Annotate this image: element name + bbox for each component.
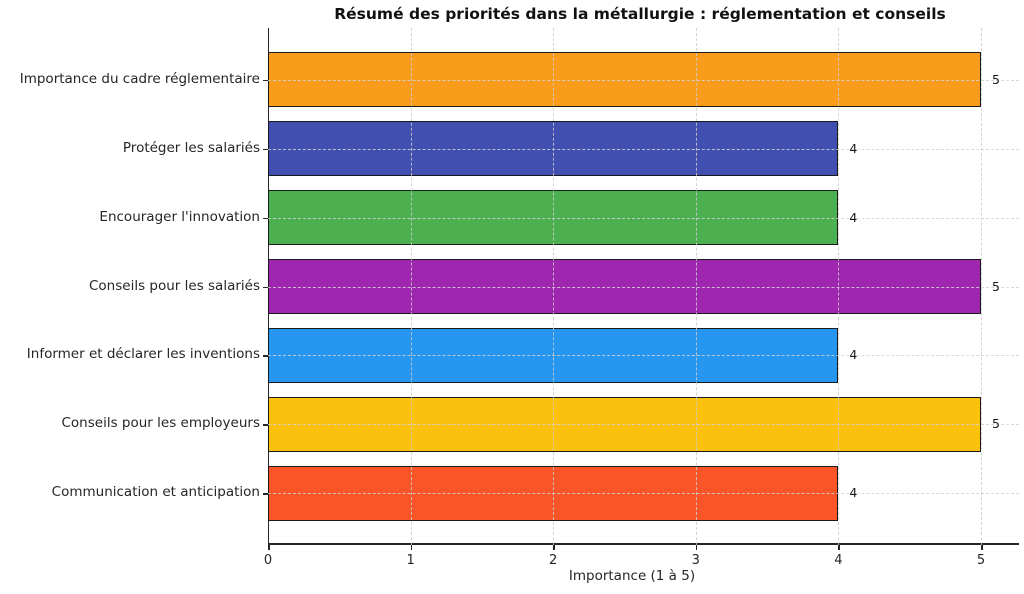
y-tick-label: Encourager l'innovation xyxy=(99,208,260,225)
y-gridline xyxy=(268,424,1019,426)
y-tick-mark xyxy=(263,355,268,358)
y-gridline xyxy=(268,355,1019,357)
x-axis-label: Importance (1 à 5) xyxy=(568,568,696,584)
x-tick-label: 4 xyxy=(834,553,843,568)
x-tick-mark xyxy=(553,545,555,550)
bar-value-label: 4 xyxy=(849,140,858,156)
y-gridline xyxy=(268,79,1019,81)
x-tick-label: 2 xyxy=(549,553,558,568)
y-tick-mark xyxy=(263,286,268,289)
plot-area: 5 4 4 5 4 5 4 xyxy=(268,28,1019,545)
chart-title: Résumé des priorités dans la métallurgie… xyxy=(334,5,946,23)
y-tick-mark xyxy=(263,493,268,495)
y-tick-mark xyxy=(263,217,268,220)
bar-value-label: 5 xyxy=(992,278,1000,294)
y-tick-mark xyxy=(263,148,268,151)
x-axis-spine xyxy=(268,543,1019,545)
bar-value-label: 5 xyxy=(992,416,1000,432)
x-tick-mark xyxy=(981,545,983,550)
y-gridline xyxy=(268,493,1019,495)
x-tick-mark xyxy=(268,545,270,550)
y-tick-label: Informer et déclarer les inventions xyxy=(26,346,260,363)
y-gridline xyxy=(268,217,1019,219)
y-gridline xyxy=(268,286,1019,288)
bar-value-label: 4 xyxy=(849,347,858,363)
x-tick-label: 5 xyxy=(976,553,986,568)
bar-value-label: 4 xyxy=(849,209,858,225)
y-tick-mark xyxy=(263,424,268,426)
y-tick-label: Conseils pour les salariés xyxy=(89,277,260,294)
x-tick-mark xyxy=(695,545,698,550)
y-tick-mark xyxy=(263,79,268,82)
x-tick-label: 3 xyxy=(691,553,700,568)
x-tick-label: 0 xyxy=(263,553,273,568)
x-tick-mark xyxy=(410,545,413,550)
y-tick-label: Communication et anticipation xyxy=(51,484,260,501)
y-gridline xyxy=(268,148,1019,150)
y-tick-label: Importance du cadre réglementaire xyxy=(19,70,260,87)
bar-value-label: 5 xyxy=(992,71,1000,87)
x-tick-label: 1 xyxy=(406,553,415,568)
y-tick-label: Conseils pour les employeurs xyxy=(61,415,261,432)
y-tick-label: Protéger les salariés xyxy=(122,139,260,156)
bar-value-label: 4 xyxy=(849,485,858,501)
x-tick-mark xyxy=(838,545,840,550)
